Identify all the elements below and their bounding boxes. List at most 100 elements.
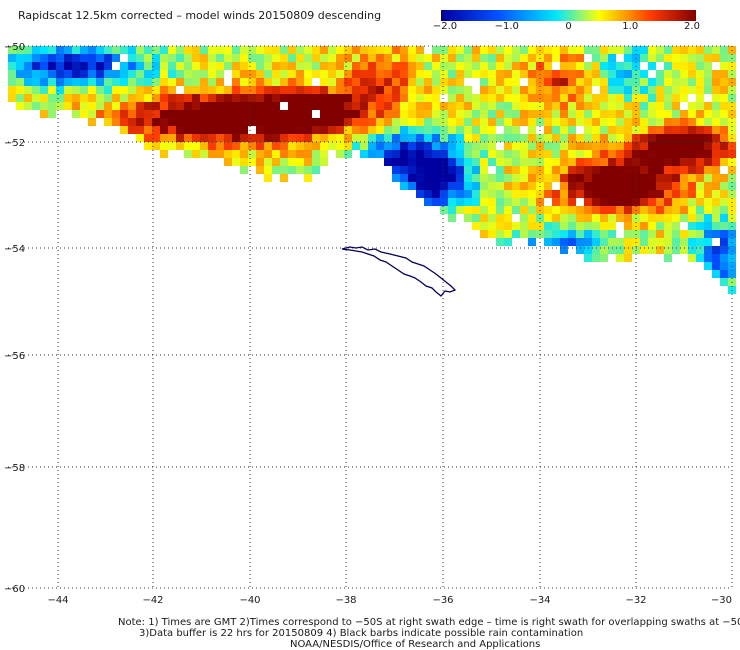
swath-cell — [720, 70, 728, 78]
swath-cell — [576, 54, 584, 62]
swath-cell — [664, 142, 672, 150]
swath-cell — [616, 118, 624, 126]
swath-cell — [40, 94, 48, 102]
swath-cell — [232, 62, 240, 70]
swath-cell — [416, 110, 424, 118]
swath-cell — [448, 134, 456, 142]
swath-cell — [320, 94, 328, 102]
swath-cell — [432, 182, 440, 190]
swath-cell — [392, 62, 400, 70]
swath-cell — [232, 94, 240, 102]
swath-cell — [184, 94, 192, 102]
swath-cell — [440, 126, 448, 134]
swath-cell — [576, 70, 584, 78]
swath-cell — [384, 126, 392, 134]
swath-cell — [24, 62, 32, 70]
swath-cell — [72, 46, 80, 54]
swath-cell — [616, 126, 624, 134]
swath-cell — [696, 110, 704, 118]
swath-cell — [712, 262, 720, 270]
swath-cell — [584, 206, 592, 214]
swath-cell — [376, 150, 384, 158]
swath-cell — [512, 78, 520, 86]
swath-cell — [120, 62, 128, 70]
swath-cell — [208, 54, 216, 62]
swath-cell — [560, 206, 568, 214]
swath-cell — [560, 230, 568, 238]
swath-cell — [464, 198, 472, 206]
swath-cell — [264, 62, 272, 70]
swath-cell — [480, 126, 488, 134]
longitude-tick-label: −38 — [335, 595, 356, 606]
swath-cell — [688, 54, 696, 62]
swath-cell — [552, 94, 560, 102]
swath-cell — [328, 70, 336, 78]
swath-cell — [592, 206, 600, 214]
swath-cell — [24, 102, 32, 110]
swath-cell — [320, 46, 328, 54]
swath-cell — [232, 158, 240, 166]
swath-cell — [480, 198, 488, 206]
swath-cell — [256, 134, 264, 142]
swath-cell — [504, 78, 512, 86]
swath-cell — [616, 246, 624, 254]
swath-cell — [16, 62, 24, 70]
swath-cell — [576, 78, 584, 86]
swath-cell — [592, 198, 600, 206]
swath-cell — [600, 230, 608, 238]
swath-cell — [496, 118, 504, 126]
swath-cell — [528, 238, 536, 246]
swath-cell — [600, 126, 608, 134]
swath-cell — [232, 150, 240, 158]
swath-cell — [304, 102, 312, 110]
swath-cell — [704, 126, 712, 134]
swath-cell — [64, 46, 72, 54]
swath-cell — [576, 230, 584, 238]
swath-cell — [432, 158, 440, 166]
swath-cell — [656, 182, 664, 190]
swath-cell — [504, 238, 512, 246]
swath-cell — [144, 142, 152, 150]
swath-cell — [504, 70, 512, 78]
swath-cell — [704, 102, 712, 110]
swath-cell — [696, 126, 704, 134]
swath-cell — [328, 110, 336, 118]
swath-cell — [208, 78, 216, 86]
swath-cell — [672, 190, 680, 198]
swath-cell — [616, 254, 624, 262]
swath-cell — [16, 94, 24, 102]
swath-cell — [680, 126, 688, 134]
swath-cell — [432, 190, 440, 198]
swath-cell — [648, 142, 656, 150]
swath-cell — [192, 78, 200, 86]
swath-cell — [488, 182, 496, 190]
swath-cell — [456, 94, 464, 102]
swath-cell — [504, 190, 512, 198]
swath-cell — [432, 134, 440, 142]
swath-cell — [712, 198, 720, 206]
swath-cell — [392, 102, 400, 110]
swath-cell — [360, 134, 368, 142]
swath-cell — [720, 86, 728, 94]
swath-cell — [576, 62, 584, 70]
swath-cell — [160, 150, 168, 158]
swath-cell — [432, 94, 440, 102]
swath-cell — [496, 62, 504, 70]
swath-cell — [40, 54, 48, 62]
swath-cell — [672, 102, 680, 110]
swath-cell — [544, 166, 552, 174]
swath-cell — [712, 182, 720, 190]
swath-cell — [712, 70, 720, 78]
swath-cell — [448, 94, 456, 102]
swath-cell — [624, 230, 632, 238]
swath-cell — [488, 134, 496, 142]
swath-cell — [272, 62, 280, 70]
swath-cell — [392, 134, 400, 142]
swath-cell — [184, 46, 192, 54]
swath-cell — [568, 230, 576, 238]
swath-cell — [240, 134, 248, 142]
swath-cell — [344, 118, 352, 126]
swath-cell — [456, 182, 464, 190]
swath-cell — [696, 198, 704, 206]
swath-cell — [704, 262, 712, 270]
